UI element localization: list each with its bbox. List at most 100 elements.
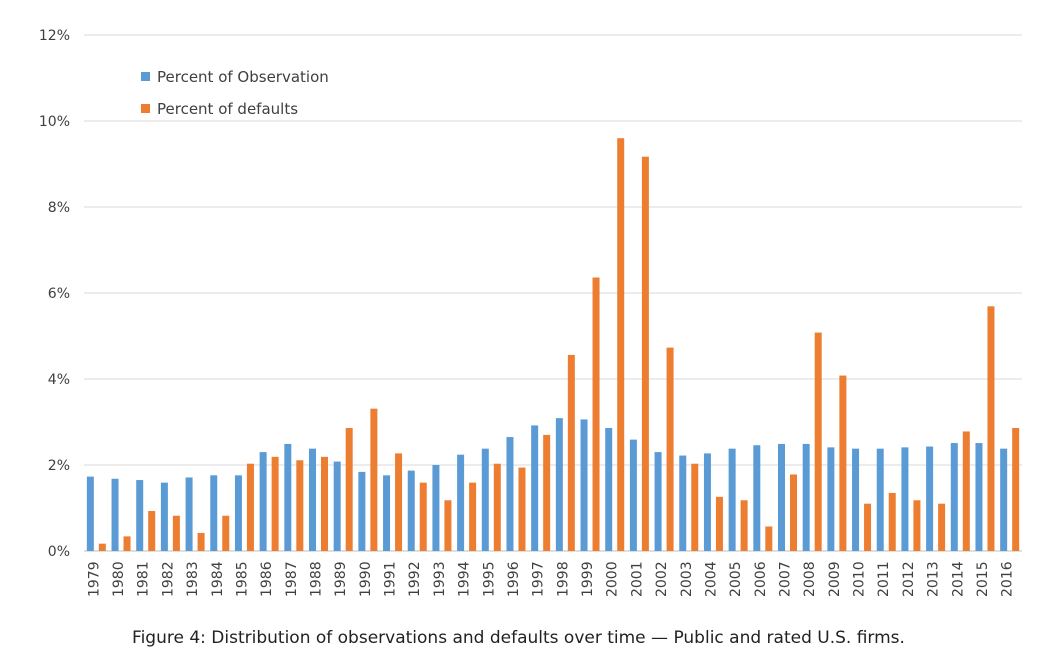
bar-observation-2000 xyxy=(605,428,613,551)
x-tick-label: 1986 xyxy=(259,561,275,597)
x-tick-label: 1985 xyxy=(234,561,250,597)
bar-observation-2012 xyxy=(901,447,909,551)
bar-observation-1992 xyxy=(407,470,415,551)
bar-defaults-2001 xyxy=(641,156,649,551)
bar-observation-1982 xyxy=(160,482,168,551)
bar-observation-1993 xyxy=(432,465,440,551)
bar-defaults-2009 xyxy=(839,375,847,551)
x-tick-label: 2011 xyxy=(876,561,892,597)
figure-caption: Figure 4: Distribution of observations a… xyxy=(132,628,905,648)
x-tick-label: 1993 xyxy=(432,561,448,597)
bar-defaults-2005 xyxy=(740,500,748,551)
bar-defaults-2007 xyxy=(790,474,797,551)
bar-observation-2002 xyxy=(654,452,662,551)
bar-observation-2016 xyxy=(1000,448,1008,551)
bar-defaults-2002 xyxy=(666,347,674,551)
bar-defaults-1996 xyxy=(518,467,526,551)
bar-defaults-1990 xyxy=(370,408,378,551)
bar-defaults-1989 xyxy=(345,428,353,551)
bar-observation-2010 xyxy=(852,448,860,551)
bar-defaults-1988 xyxy=(321,456,328,551)
x-tick-label: 2014 xyxy=(950,561,966,597)
bar-defaults-1982 xyxy=(172,515,180,551)
x-tick-label: 2010 xyxy=(852,561,868,597)
bar-observation-1995 xyxy=(481,448,489,551)
x-tick-label: 1997 xyxy=(531,561,547,597)
bar-observation-1981 xyxy=(136,480,144,551)
bar-defaults-1994 xyxy=(469,482,477,551)
bar-observation-1988 xyxy=(309,448,316,551)
bar-defaults-2006 xyxy=(765,526,773,551)
y-tick-label: 6% xyxy=(48,286,70,302)
bar-defaults-1997 xyxy=(543,434,551,551)
bar-defaults-2000 xyxy=(617,138,625,551)
bar-observation-1980 xyxy=(111,478,119,551)
bar-observation-1979 xyxy=(86,476,94,551)
legend-label: Percent of defaults xyxy=(157,100,298,118)
bar-defaults-2014 xyxy=(962,431,970,551)
bar-defaults-1979 xyxy=(98,543,106,551)
x-tick-label: 1981 xyxy=(136,561,152,597)
chart: 0% 2% 4% 6% 8% 10% 12% 1979 1980 1981 1982 1983 198… xyxy=(39,28,1022,597)
bar-defaults-1995 xyxy=(493,463,501,551)
bar-observation-1986 xyxy=(259,452,267,551)
bar-observation-1997 xyxy=(531,425,539,551)
legend-swatch xyxy=(141,72,150,81)
x-tick-label: 2007 xyxy=(778,561,794,597)
y-tick-label: 12% xyxy=(39,28,70,44)
x-tick-label: 2004 xyxy=(703,561,719,597)
bar-defaults-2004 xyxy=(715,496,723,551)
bar-observation-2015 xyxy=(975,443,983,551)
legend-swatch xyxy=(141,104,150,113)
bar-defaults-1991 xyxy=(395,453,403,551)
x-tick-label: 1996 xyxy=(506,561,522,597)
bars xyxy=(86,138,1020,551)
x-tick-label: 1988 xyxy=(309,561,325,597)
bar-observation-2004 xyxy=(703,453,711,551)
y-axis-ticks: 0% 2% 4% 6% 8% 10% 12% xyxy=(39,28,70,560)
bar-defaults-1985 xyxy=(246,463,254,551)
bar-observation-1991 xyxy=(383,475,391,551)
x-tick-label: 2016 xyxy=(1000,561,1016,597)
bar-defaults-2015 xyxy=(987,306,995,551)
bar-observation-2011 xyxy=(876,448,884,551)
bar-observation-1984 xyxy=(210,475,218,551)
bar-defaults-2008 xyxy=(814,332,822,551)
bar-observation-2007 xyxy=(778,443,785,551)
y-tick-label: 2% xyxy=(48,458,70,474)
bar-defaults-2016 xyxy=(1012,428,1020,551)
bar-defaults-1983 xyxy=(197,532,205,551)
x-tick-label: 1983 xyxy=(185,561,201,597)
bar-observation-2009 xyxy=(827,447,835,551)
x-tick-label: 2009 xyxy=(827,561,843,597)
bar-observation-2005 xyxy=(728,448,736,551)
y-tick-label: 4% xyxy=(48,372,70,388)
bar-observation-1990 xyxy=(358,471,366,551)
x-tick-label: 2001 xyxy=(629,561,645,597)
legend-label: Percent of Observation xyxy=(157,68,329,86)
bar-observation-2013 xyxy=(926,446,934,551)
legend: Percent of Observation Percent of default… xyxy=(141,68,329,118)
x-tick-label: 1987 xyxy=(284,561,300,597)
x-tick-label: 2006 xyxy=(753,561,769,597)
bar-observation-1987 xyxy=(284,443,292,551)
y-tick-label: 10% xyxy=(39,114,70,130)
bar-defaults-2010 xyxy=(864,503,872,551)
bar-defaults-1981 xyxy=(148,511,156,551)
bar-observation-2014 xyxy=(950,443,958,551)
bar-observation-1999 xyxy=(580,419,588,551)
bar-defaults-1993 xyxy=(444,500,452,551)
y-tick-label: 8% xyxy=(48,200,70,216)
bar-defaults-2011 xyxy=(888,492,896,551)
x-tick-label: 1995 xyxy=(481,561,497,597)
bar-observation-2001 xyxy=(629,439,637,551)
gridlines xyxy=(84,34,1022,552)
bar-observation-1996 xyxy=(506,437,514,551)
bar-defaults-2012 xyxy=(913,500,921,551)
bar-observation-2003 xyxy=(679,455,687,551)
x-tick-label: 2002 xyxy=(654,561,670,597)
bar-defaults-1998 xyxy=(567,354,575,551)
bar-defaults-1984 xyxy=(222,515,230,551)
x-axis-ticks: 1979 1980 1981 1982 1983 1984 1985 1986 1987 1988… xyxy=(86,561,1015,597)
x-tick-label: 1982 xyxy=(160,561,176,597)
